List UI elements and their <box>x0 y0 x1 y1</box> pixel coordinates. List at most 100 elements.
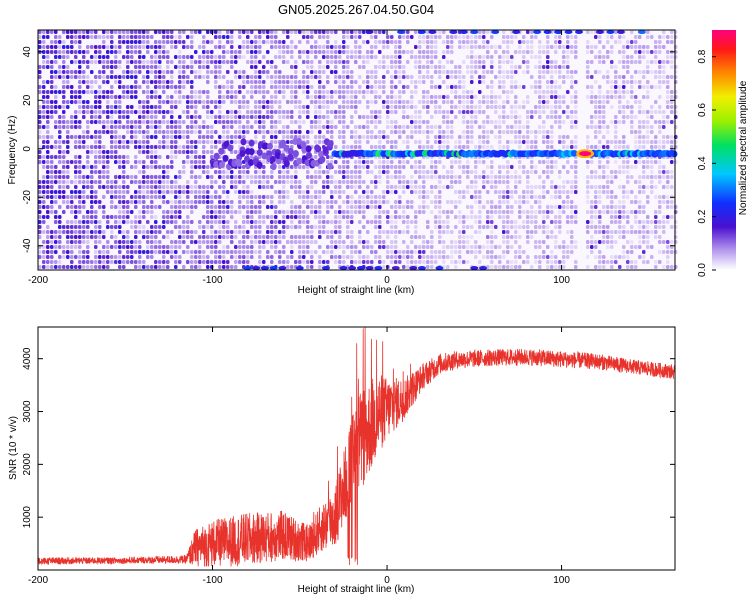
spectrogram-cell <box>50 230 54 234</box>
spectrogram-cell <box>198 225 202 229</box>
spectrogram-cell <box>398 195 402 199</box>
spectrogram-cell <box>214 250 218 254</box>
spectrogram-cell <box>614 130 618 134</box>
spectrogram-cell <box>498 65 502 69</box>
spectrogram-cell <box>158 85 162 89</box>
spectrogram-cell <box>234 175 238 179</box>
spectrogram-cell <box>438 240 442 244</box>
spectrogram-cell <box>386 215 390 219</box>
spectrogram-cell <box>262 120 266 124</box>
spectrogram-cell <box>574 40 578 44</box>
spectrogram-cell <box>570 115 574 119</box>
spectrogram-cell <box>94 245 98 249</box>
spectrogram-cell <box>182 135 186 139</box>
spectrogram-cell <box>314 50 318 54</box>
spectrogram-cell <box>162 100 166 104</box>
spectrogram-cell <box>446 115 450 119</box>
spectrogram-cell <box>650 185 654 189</box>
spectrogram-cell <box>234 60 238 64</box>
spectrogram-cell <box>178 170 182 174</box>
spectrogram-cell <box>398 250 402 254</box>
spectrogram-cell <box>338 180 342 184</box>
spectrogram-cell <box>126 230 130 234</box>
spectrogram-cell <box>190 60 194 64</box>
spectrogram-cell <box>58 140 62 144</box>
spectrogram-cell <box>270 215 274 219</box>
spectrogram-cell <box>422 235 426 239</box>
spectrogram-cell <box>558 95 562 99</box>
spectrogram-cell <box>366 190 370 194</box>
spectrogram-cell <box>326 130 330 134</box>
spectrogram-cell <box>646 45 650 49</box>
spectrogram-cell <box>258 90 262 94</box>
spectrogram-cell <box>562 240 566 244</box>
spectrogram-cell <box>662 200 666 204</box>
spectrogram-cell <box>602 205 606 209</box>
spectrogram-cell <box>382 85 386 89</box>
spectrogram-cell <box>626 240 630 244</box>
spectrogram-cell <box>218 45 222 49</box>
spectrogram-cell <box>666 170 670 174</box>
spectrogram-cell <box>210 225 214 229</box>
spectrogram-cell <box>58 185 62 189</box>
spectrogram-cell <box>506 90 510 94</box>
spectrogram-cell <box>250 40 254 44</box>
spectrogram-cell <box>434 95 438 99</box>
spectrogram-cell <box>42 165 46 169</box>
spectrogram-cell <box>310 225 314 229</box>
spectrogram-cell <box>554 40 558 44</box>
spectrogram-cell <box>466 170 470 174</box>
spectrogram-cell <box>406 100 410 104</box>
spectrogram-cell <box>606 245 610 249</box>
spectrogram-cell <box>606 145 610 149</box>
spectrogram-cell <box>442 230 446 234</box>
spectrogram-cell <box>366 195 370 199</box>
spectrogram-cell <box>38 200 42 204</box>
spectrogram-cell <box>506 130 510 134</box>
spectrogram-cell <box>630 250 634 254</box>
spectrogram-cell <box>594 145 598 149</box>
spectrogram-cell <box>58 70 62 74</box>
spectrogram-cell <box>102 90 106 94</box>
spectrogram-cell <box>538 70 542 74</box>
spectrogram-cell <box>218 230 222 234</box>
spectrogram-cell <box>502 215 506 219</box>
spectrogram-cell <box>78 160 82 164</box>
spectrogram-cell <box>594 200 598 204</box>
spectrogram-cell <box>506 210 510 214</box>
spectrogram-cell <box>482 55 486 59</box>
spectrogram-cell <box>658 180 662 184</box>
spectrogram-cell <box>302 135 306 139</box>
spectrogram-cell <box>246 200 250 204</box>
spectrogram-cell <box>566 230 570 234</box>
spectrogram-cell <box>54 105 58 109</box>
spectrogram-cell <box>422 210 426 214</box>
spectrogram-cell <box>630 225 634 229</box>
spectrogram-cell <box>234 135 238 139</box>
spectrogram-cell <box>362 135 366 139</box>
spectrogram-cell <box>266 70 270 74</box>
spectrogram-cell <box>562 75 566 79</box>
spectrogram-cell <box>402 210 406 214</box>
spectrogram-cell <box>658 110 662 114</box>
spectrogram-cell <box>162 165 166 169</box>
spectrogram-cell <box>310 250 314 254</box>
spectrogram-cell <box>654 110 658 114</box>
spectrogram-cell <box>290 30 294 34</box>
spectrogram-cell <box>626 105 630 109</box>
spectrogram-cell <box>402 205 406 209</box>
spectrogram-cell <box>42 50 46 54</box>
spectrogram-cell <box>434 105 438 109</box>
spectrogram-cell <box>366 120 370 124</box>
spectrogram-cell <box>78 190 82 194</box>
spectrogram-cell <box>282 30 286 34</box>
spectrogram-cell <box>366 85 370 89</box>
spectrogram-cell <box>130 195 134 199</box>
spectrogram-cell <box>370 200 374 204</box>
spectrogram-cell <box>290 90 294 94</box>
spectrogram-cell <box>142 90 146 94</box>
spectrogram-cell <box>642 220 646 224</box>
spectrogram-cell <box>274 205 278 209</box>
spectrogram-cell <box>262 235 266 239</box>
spectrogram-cell <box>162 180 166 184</box>
